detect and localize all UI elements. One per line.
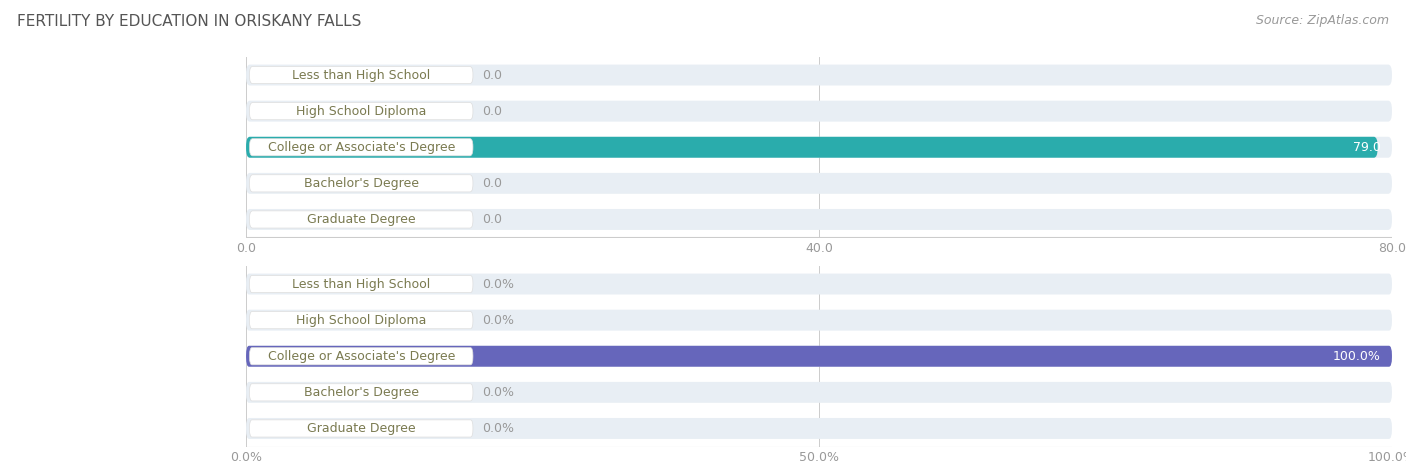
Text: 0.0%: 0.0% <box>482 386 515 399</box>
FancyBboxPatch shape <box>246 274 1392 294</box>
FancyBboxPatch shape <box>249 276 472 293</box>
FancyBboxPatch shape <box>246 137 1392 158</box>
Text: Bachelor's Degree: Bachelor's Degree <box>304 386 419 399</box>
Text: College or Associate's Degree: College or Associate's Degree <box>267 141 456 154</box>
FancyBboxPatch shape <box>246 209 1392 230</box>
FancyBboxPatch shape <box>249 384 472 401</box>
Text: 0.0: 0.0 <box>482 177 502 190</box>
FancyBboxPatch shape <box>249 139 472 156</box>
FancyBboxPatch shape <box>246 346 1392 367</box>
FancyBboxPatch shape <box>249 348 472 365</box>
FancyBboxPatch shape <box>246 101 1392 122</box>
FancyBboxPatch shape <box>249 211 472 228</box>
FancyBboxPatch shape <box>246 418 1392 439</box>
Text: 79.0: 79.0 <box>1353 141 1381 154</box>
FancyBboxPatch shape <box>249 66 472 84</box>
Text: Less than High School: Less than High School <box>292 68 430 82</box>
FancyBboxPatch shape <box>249 420 472 437</box>
Text: 0.0%: 0.0% <box>482 277 515 291</box>
FancyBboxPatch shape <box>249 175 472 192</box>
Text: Bachelor's Degree: Bachelor's Degree <box>304 177 419 190</box>
FancyBboxPatch shape <box>249 103 472 120</box>
FancyBboxPatch shape <box>246 310 1392 331</box>
Text: 0.0: 0.0 <box>482 213 502 226</box>
Text: 0.0: 0.0 <box>482 104 502 118</box>
Text: Less than High School: Less than High School <box>292 277 430 291</box>
FancyBboxPatch shape <box>246 65 1392 86</box>
Text: 0.0: 0.0 <box>482 68 502 82</box>
Text: Graduate Degree: Graduate Degree <box>307 213 416 226</box>
Text: FERTILITY BY EDUCATION IN ORISKANY FALLS: FERTILITY BY EDUCATION IN ORISKANY FALLS <box>17 14 361 29</box>
FancyBboxPatch shape <box>246 137 1378 158</box>
Text: Graduate Degree: Graduate Degree <box>307 422 416 435</box>
Text: Source: ZipAtlas.com: Source: ZipAtlas.com <box>1256 14 1389 27</box>
Text: 0.0%: 0.0% <box>482 314 515 327</box>
FancyBboxPatch shape <box>249 312 472 329</box>
Text: College or Associate's Degree: College or Associate's Degree <box>267 350 456 363</box>
Text: 100.0%: 100.0% <box>1333 350 1381 363</box>
Text: 0.0%: 0.0% <box>482 422 515 435</box>
Text: High School Diploma: High School Diploma <box>297 104 426 118</box>
FancyBboxPatch shape <box>246 346 1392 367</box>
FancyBboxPatch shape <box>246 382 1392 403</box>
Text: High School Diploma: High School Diploma <box>297 314 426 327</box>
FancyBboxPatch shape <box>246 173 1392 194</box>
